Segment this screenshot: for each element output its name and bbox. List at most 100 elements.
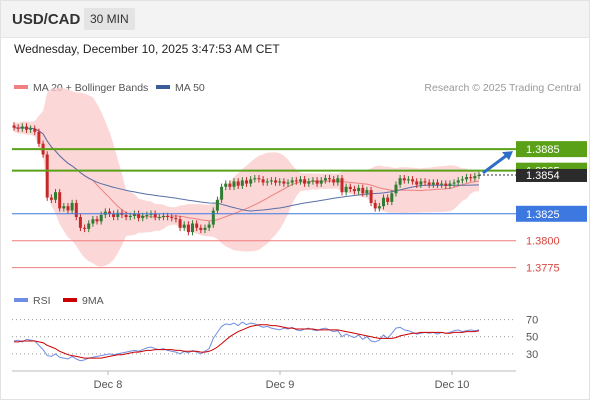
candle-body [319,180,323,184]
candle [348,183,352,193]
candle [390,190,394,206]
candle-body [137,213,141,219]
chart-datetime: Wednesday, December 10, 2025 3:47:53 AM … [14,42,280,56]
candle-body [386,197,390,202]
ma20-legend-swatch [14,85,28,89]
candle-body [377,206,381,209]
candle-body [54,192,57,200]
candle-body [253,178,257,180]
timeframe-button[interactable]: 30 MIN [84,8,135,30]
candle [108,208,111,218]
candle-body [170,217,174,219]
candle-body [25,126,28,130]
candle [261,176,265,186]
candle [431,179,435,188]
time-axis-label: Dec 10 [435,379,470,391]
candle-body [352,189,356,192]
candle-body [145,214,149,216]
candle [436,179,439,188]
rsi-line [13,321,480,362]
candle [382,194,385,210]
candle [406,176,410,184]
candle [153,210,157,221]
pivot-level-tag [516,205,587,222]
time-axis-label: Dec 9 [266,379,295,391]
candle [199,224,203,234]
candle [12,122,16,131]
candle-body [178,219,182,228]
candle-body [465,177,468,180]
candle-body [365,190,369,194]
candle-body [29,128,33,130]
candle-body [423,181,427,183]
candle [369,186,373,207]
candle-body [431,182,435,185]
candle [411,176,415,185]
candle [465,173,468,183]
ma50-legend-swatch [156,85,170,89]
candle-body [286,182,290,184]
rsi-tick-label: 70 [526,315,538,327]
candle-body [444,183,448,186]
candle-body [402,178,406,181]
candle [124,211,128,221]
candle [70,199,74,214]
rsi-ma-line [14,324,480,359]
candle-body [398,178,402,185]
candle-body [369,190,373,203]
candle [178,215,182,232]
candle-body [419,181,423,185]
candle-body [245,180,248,184]
candle-body [411,179,415,182]
candle [137,210,141,222]
candle [257,174,261,183]
candle [66,203,70,214]
candle-body [323,178,327,181]
candle-body [290,180,294,183]
candle [307,178,311,187]
candle [207,221,211,232]
candle-body [174,218,178,220]
candle [328,174,331,183]
support-level-label: 1.3775 [526,263,560,275]
candle-body [149,213,153,215]
candle-body [45,154,49,198]
candle-body [108,211,111,214]
candle [149,210,153,219]
candle-body [215,199,219,211]
candle [373,199,377,212]
candle-body [20,126,24,129]
candle-body [303,179,307,184]
candle-body [182,224,186,228]
candle-body [49,197,53,200]
candle-body [406,179,410,181]
candle [236,178,240,189]
candle-body [315,180,319,184]
candle [83,224,87,233]
credit-text: Research © 2025 Trading Central [424,82,581,94]
candle [116,209,120,221]
candle [269,177,273,185]
projection-arrow [482,153,508,175]
candle [323,174,327,184]
candle-body [240,180,244,186]
candle-body [269,180,273,182]
candle-body [103,211,107,215]
rsi-tick-label: 30 [526,349,538,361]
candle [303,176,307,187]
ma50-line [13,127,480,212]
candle [319,177,323,187]
candle [45,151,49,201]
candle [91,215,95,227]
candle-body [340,178,344,193]
candle [365,186,369,197]
candle-body [361,187,365,194]
candle [473,172,477,182]
candle-body [195,223,199,228]
candle-body [274,180,278,183]
symbol-title: USD/CAD [12,11,81,28]
candle-body [128,215,132,217]
